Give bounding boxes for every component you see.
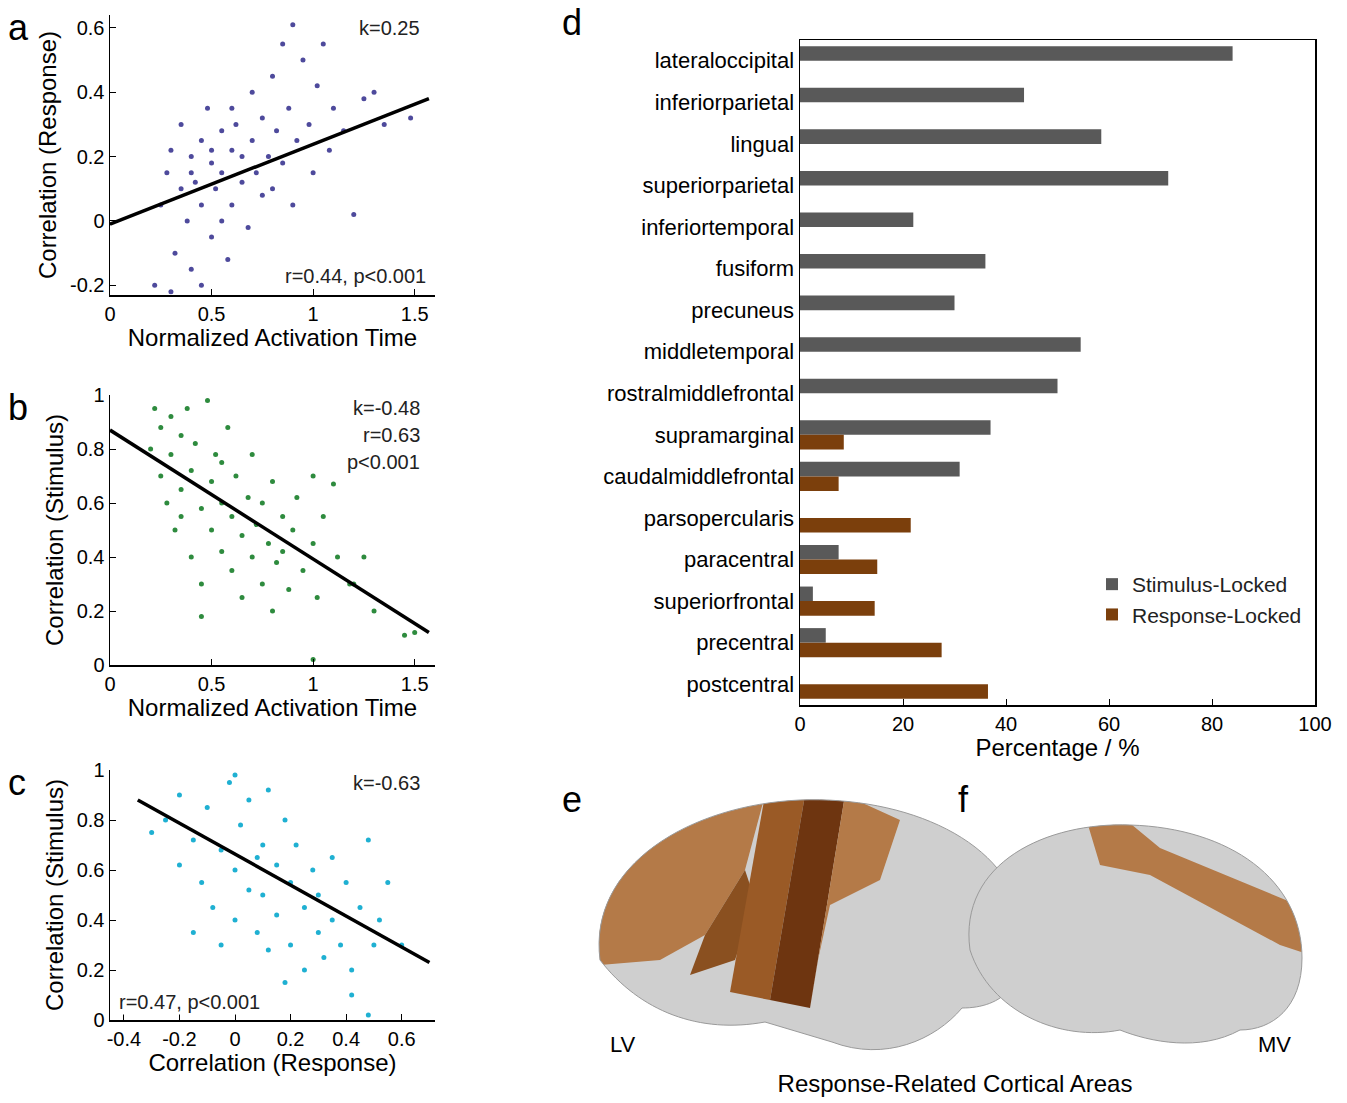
svg-text:-0.2: -0.2 [70,274,104,296]
svg-text:1: 1 [308,303,319,325]
svg-text:f: f [958,779,969,820]
svg-text:0.2: 0.2 [77,146,105,168]
svg-text:inferiorparietal: inferiorparietal [655,90,794,115]
svg-text:r=0.44, p<0.001: r=0.44, p<0.001 [285,265,426,287]
svg-text:fusiform: fusiform [716,256,794,281]
svg-text:0.4: 0.4 [77,909,105,931]
svg-text:Response-Related Cortical Area: Response-Related Cortical Areas [778,1070,1133,1097]
svg-text:0.5: 0.5 [198,303,226,325]
svg-text:superiorparietal: superiorparietal [642,173,794,198]
svg-text:b: b [8,387,28,428]
svg-text:inferiortemporal: inferiortemporal [641,215,794,240]
svg-text:r=0.63: r=0.63 [363,424,420,446]
svg-text:precuneus: precuneus [691,298,794,323]
svg-text:k=0.25: k=0.25 [359,17,420,39]
svg-text:postcentral: postcentral [686,672,794,697]
svg-text:0.2: 0.2 [277,1028,305,1050]
svg-text:k=-0.48: k=-0.48 [353,397,420,419]
svg-text:1: 1 [308,673,319,695]
svg-text:1: 1 [93,384,104,406]
svg-text:0.4: 0.4 [332,1028,360,1050]
svg-text:1: 1 [93,759,104,781]
svg-text:-0.2: -0.2 [162,1028,196,1050]
svg-text:0: 0 [229,1028,240,1050]
svg-text:0: 0 [93,654,104,676]
svg-text:paracentral: paracentral [684,547,794,572]
svg-text:0.6: 0.6 [77,17,105,39]
svg-text:0: 0 [93,1009,104,1031]
svg-text:0.6: 0.6 [77,492,105,514]
svg-text:0: 0 [794,713,805,735]
svg-text:Correlation (Stimulus): Correlation (Stimulus) [41,779,68,1011]
svg-text:supramarginal: supramarginal [655,423,794,448]
svg-text:Correlation (Stimulus): Correlation (Stimulus) [41,414,68,646]
svg-text:d: d [562,2,582,43]
svg-text:parsopercularis: parsopercularis [644,506,794,531]
svg-text:0.6: 0.6 [388,1028,416,1050]
svg-text:MV: MV [1258,1032,1291,1057]
svg-text:caudalmiddlefrontal: caudalmiddlefrontal [603,464,794,489]
svg-text:60: 60 [1098,713,1120,735]
svg-text:e: e [562,779,582,820]
svg-text:100: 100 [1298,713,1331,735]
svg-text:Normalized Activation Time: Normalized Activation Time [128,695,417,722]
svg-text:Stimulus-Locked: Stimulus-Locked [1132,573,1287,596]
svg-text:0.8: 0.8 [77,438,105,460]
svg-text:-0.4: -0.4 [107,1028,141,1050]
svg-text:r=0.47, p<0.001: r=0.47, p<0.001 [119,991,260,1013]
svg-text:0.4: 0.4 [77,546,105,568]
svg-text:0.8: 0.8 [77,809,105,831]
svg-text:lingual: lingual [730,132,794,157]
svg-text:LV: LV [610,1032,636,1057]
svg-text:Correlation (Response): Correlation (Response) [148,1050,396,1077]
svg-text:middletemporal: middletemporal [644,339,794,364]
svg-text:0.6: 0.6 [77,859,105,881]
svg-text:1.5: 1.5 [401,303,429,325]
svg-text:precentral: precentral [696,630,794,655]
svg-text:40: 40 [995,713,1017,735]
svg-text:Correlation (Response): Correlation (Response) [34,31,61,279]
svg-text:0: 0 [93,210,104,232]
svg-text:0.4: 0.4 [77,81,105,103]
svg-text:80: 80 [1201,713,1223,735]
svg-text:c: c [8,762,26,803]
svg-text:0.5: 0.5 [198,673,226,695]
svg-text:20: 20 [892,713,914,735]
svg-text:Normalized Activation Time: Normalized Activation Time [128,325,417,352]
svg-text:a: a [8,7,29,48]
svg-text:0: 0 [104,673,115,695]
svg-text:0.2: 0.2 [77,600,105,622]
svg-text:superiorfrontal: superiorfrontal [653,589,794,614]
svg-text:rostralmiddlefrontal: rostralmiddlefrontal [607,381,794,406]
svg-text:Percentage / %: Percentage / % [975,735,1139,762]
svg-text:Response-Locked: Response-Locked [1132,604,1301,627]
svg-text:k=-0.63: k=-0.63 [353,772,420,794]
svg-text:1.5: 1.5 [401,673,429,695]
svg-text:lateraloccipital: lateraloccipital [655,48,794,73]
svg-text:0.2: 0.2 [77,959,105,981]
svg-text:0: 0 [104,303,115,325]
svg-text:p<0.001: p<0.001 [347,451,420,473]
